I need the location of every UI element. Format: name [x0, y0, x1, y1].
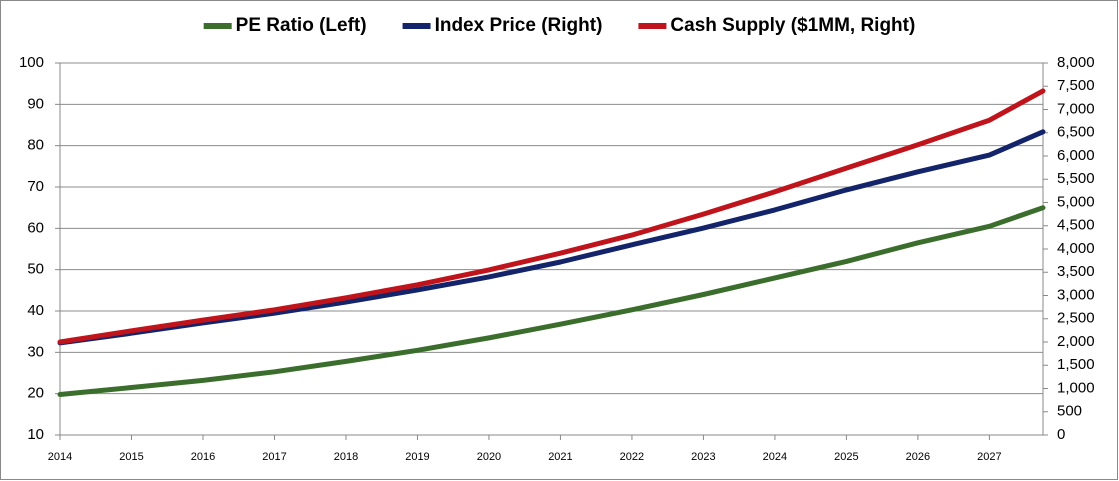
y2-tick-label: 3,000: [1057, 286, 1095, 303]
x-tick-label: 2019: [405, 451, 429, 463]
y2-tick-label: 4,500: [1057, 217, 1095, 234]
x-tick-label: 2018: [334, 451, 358, 463]
x-tick-label: 2022: [620, 451, 644, 463]
y-tick-label: 100: [19, 54, 44, 71]
legend-label: Cash Supply ($1MM, Right): [670, 15, 915, 36]
y-tick-label: 20: [27, 385, 44, 402]
y2-tick-label: 2,000: [1057, 333, 1095, 350]
x-tick-label: 2021: [548, 451, 572, 463]
y2-tick-label: 4,000: [1057, 240, 1095, 257]
y2-tick-label: 1,500: [1057, 356, 1095, 373]
x-tick-label: 2025: [834, 451, 858, 463]
y-tick-label: 90: [27, 95, 44, 112]
y2-tick-label: 6,500: [1057, 124, 1095, 141]
x-tick-label: 2015: [119, 451, 143, 463]
y2-tick-label: 0: [1057, 426, 1065, 443]
y-tick-label: 80: [27, 137, 44, 154]
series-line: [57, 129, 1046, 346]
x-tick-label: 2020: [477, 451, 501, 463]
legend-label: PE Ratio (Left): [236, 15, 367, 36]
series-line: [57, 88, 1046, 345]
y2-tick-label: 500: [1057, 403, 1082, 420]
y2-tick-label: 8,000: [1057, 54, 1095, 71]
y2-tick-label: 3,500: [1057, 263, 1095, 280]
x-tick-label: 2017: [262, 451, 286, 463]
y-tick-label: 10: [27, 426, 44, 443]
legend-label: Index Price (Right): [435, 15, 603, 36]
y2-tick-label: 5,500: [1057, 170, 1095, 187]
x-tick-label: 2027: [977, 451, 1001, 463]
y2-tick-label: 5,000: [1057, 193, 1095, 210]
y2-tick-label: 2,500: [1057, 310, 1095, 327]
y-tick-label: 60: [27, 219, 44, 236]
y-tick-label: 30: [27, 343, 44, 360]
x-tick-label: 2024: [763, 451, 787, 463]
x-tick-label: 2014: [48, 451, 72, 463]
x-tick-label: 2016: [191, 451, 215, 463]
y2-tick-label: 1,000: [1057, 379, 1095, 396]
y2-tick-label: 7,500: [1057, 77, 1095, 94]
x-tick-label: 2023: [691, 451, 715, 463]
y-tick-label: 50: [27, 261, 44, 278]
y2-tick-label: 7,000: [1057, 100, 1095, 117]
y-tick-label: 70: [27, 178, 44, 195]
y2-tick-label: 6,000: [1057, 147, 1095, 164]
x-tick-label: 2026: [906, 451, 930, 463]
y-tick-label: 40: [27, 302, 44, 319]
series-line: [57, 205, 1046, 397]
